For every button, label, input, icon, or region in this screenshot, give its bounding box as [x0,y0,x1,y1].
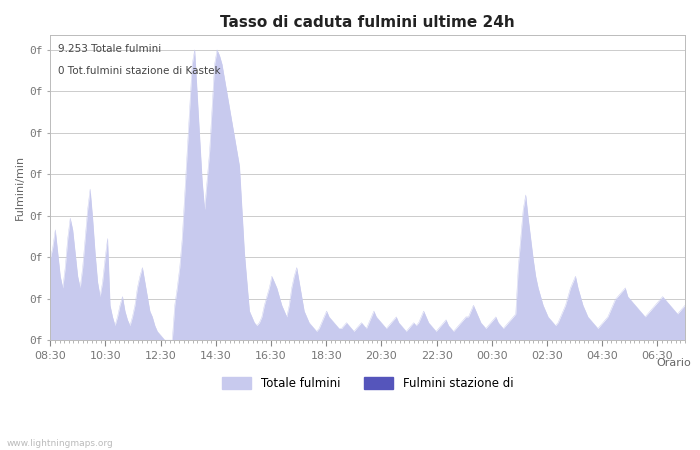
Text: 0 Tot.fulmini stazione di Kastek: 0 Tot.fulmini stazione di Kastek [58,66,220,76]
Y-axis label: Fulmini/min: Fulmini/min [15,155,25,220]
X-axis label: Orario: Orario [657,358,692,369]
Text: 9.253 Totale fulmini: 9.253 Totale fulmini [58,45,161,54]
Title: Tasso di caduta fulmini ultime 24h: Tasso di caduta fulmini ultime 24h [220,15,515,30]
Legend: Totale fulmini, Fulmini stazione di: Totale fulmini, Fulmini stazione di [217,373,518,395]
Text: www.lightningmaps.org: www.lightningmaps.org [7,439,113,448]
